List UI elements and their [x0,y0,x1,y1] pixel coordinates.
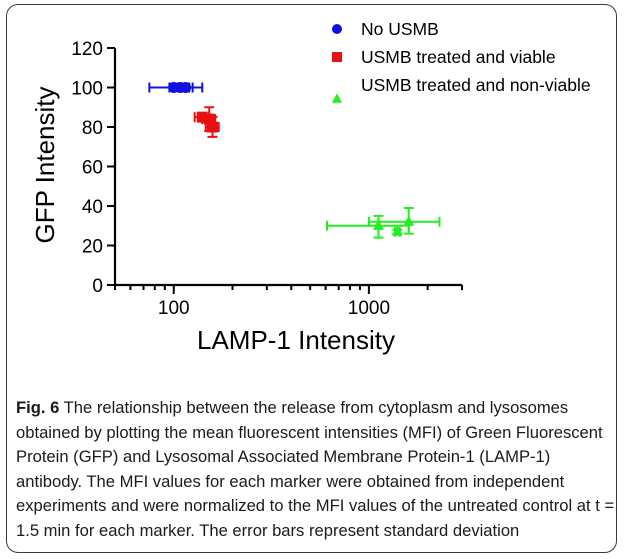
legend-label: USMB treated and non-viable [361,75,591,95]
y-tick-label: 80 [82,118,103,139]
data-point [391,225,403,236]
series-2 [193,106,220,138]
x-axis-label: LAMP-1 Intensity [197,325,395,355]
y-tick-label: 40 [82,197,103,218]
axes: 0 20 40 60 80 100 120 100 1000 [71,39,463,319]
series-1 [148,82,204,93]
data-point [372,219,384,230]
legend-marker [332,93,342,103]
legend-label: USMB treated and viable [361,47,556,67]
data-point [403,215,415,226]
x-tick-label: 100 [158,298,190,319]
y-tick-label: 20 [82,237,103,258]
x-tick-label: 1000 [348,298,390,319]
data-point [203,113,215,125]
series-3 [325,206,441,239]
y-axis-label: GFP Intensity [30,86,60,243]
y-tick-label: 0 [92,276,103,297]
legend-label: No USMB [361,19,439,39]
legend-marker [332,24,342,34]
series-layer [148,82,441,239]
y-tick-label: 100 [71,79,103,100]
y-tick-label: 60 [82,158,103,179]
figure-label: Fig. 6 [16,398,60,417]
figure-caption: Fig. 6 The relationship between the rele… [16,396,616,543]
data-point [207,121,219,133]
y-tick-label: 120 [71,39,103,60]
data-point [180,82,192,93]
legend-marker [332,52,342,62]
figure-caption-text: The relationship between the release fro… [16,398,615,540]
legend: No USMB USMB treated and viable USMB treat… [332,19,591,103]
figure-frame [6,4,617,553]
chart: 0 20 40 60 80 100 120 100 1000 No USMB USMB treat… [30,19,591,355]
